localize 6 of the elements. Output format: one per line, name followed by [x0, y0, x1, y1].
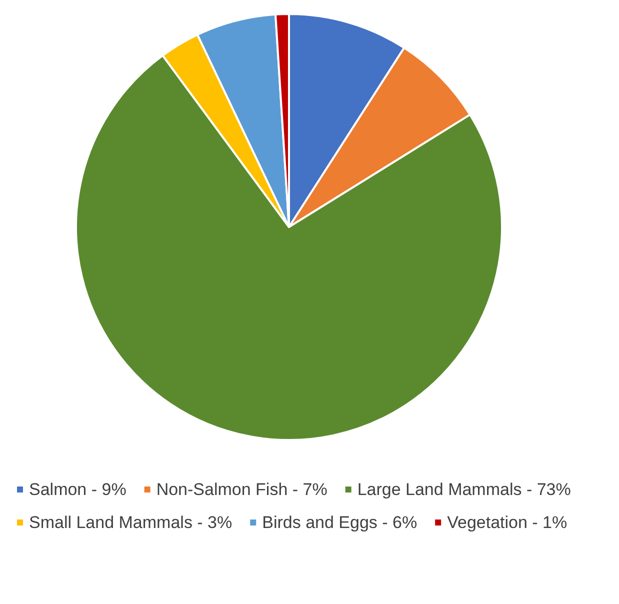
legend-label: Salmon - 9% — [29, 480, 126, 499]
legend-label: Vegetation - 1% — [447, 513, 568, 532]
legend-label: Small Land Mammals - 3% — [29, 513, 232, 532]
legend-label: Birds and Eggs - 6% — [262, 513, 418, 532]
legend-label: Large Land Mammals - 73% — [357, 480, 571, 499]
legend-label: Non-Salmon Fish - 7% — [156, 480, 328, 499]
